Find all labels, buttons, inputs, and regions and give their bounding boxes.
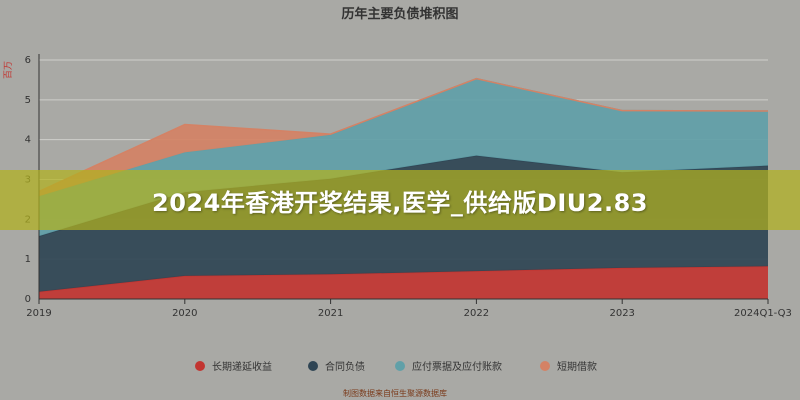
y-tick-label: 0 [25,294,31,305]
x-tick-label: 2024Q1-Q3 [734,308,792,319]
x-tick-label: 2022 [464,308,489,319]
x-tick-label: 2020 [172,308,197,319]
legend-marker [540,361,550,371]
y-tick-label: 1 [25,254,31,265]
banner-text: 2024年香港开奖结果,医学_供给版DIU2.83 [152,188,648,217]
legend-label: 合同负债 [325,360,365,373]
legend-label: 长期递延收益 [212,360,272,373]
y-tick-label: 4 [25,135,31,146]
legend-marker [395,361,405,371]
area-series-0[interactable] [39,266,768,299]
legend-label: 应付票据及应付账款 [412,360,502,373]
legend-item-0[interactable]: 长期递延收益 [195,360,272,373]
x-tick-label: 2023 [609,308,634,319]
chart-title: 历年主要负债堆积图 [341,6,458,22]
legend[interactable]: 长期递延收益 合同负债 应付票据及应付账款 短期借款 [195,360,597,373]
area-series-3[interactable] [39,78,768,197]
legend-marker [308,361,318,371]
chart-footnote: 制图数据来自恒生聚源数据库 [343,388,447,398]
x-tick-label: 2021 [318,308,343,319]
legend-marker [195,361,205,371]
series-line-3 [38,77,769,193]
legend-item-1[interactable]: 合同负债 [308,360,365,373]
x-tick-label: 2019 [26,308,51,319]
y-axis-label: 百万 [3,61,14,79]
legend-item-3[interactable]: 短期借款 [540,360,597,373]
y-tick-label: 5 [25,95,31,106]
overlay-banner: 2024年香港开奖结果,医学_供给版DIU2.83 [0,170,800,230]
legend-label: 短期借款 [557,360,597,373]
area-series-2[interactable] [39,78,768,237]
legend-item-2[interactable]: 应付票据及应付账款 [395,360,502,373]
y-tick-label: 6 [25,55,31,66]
